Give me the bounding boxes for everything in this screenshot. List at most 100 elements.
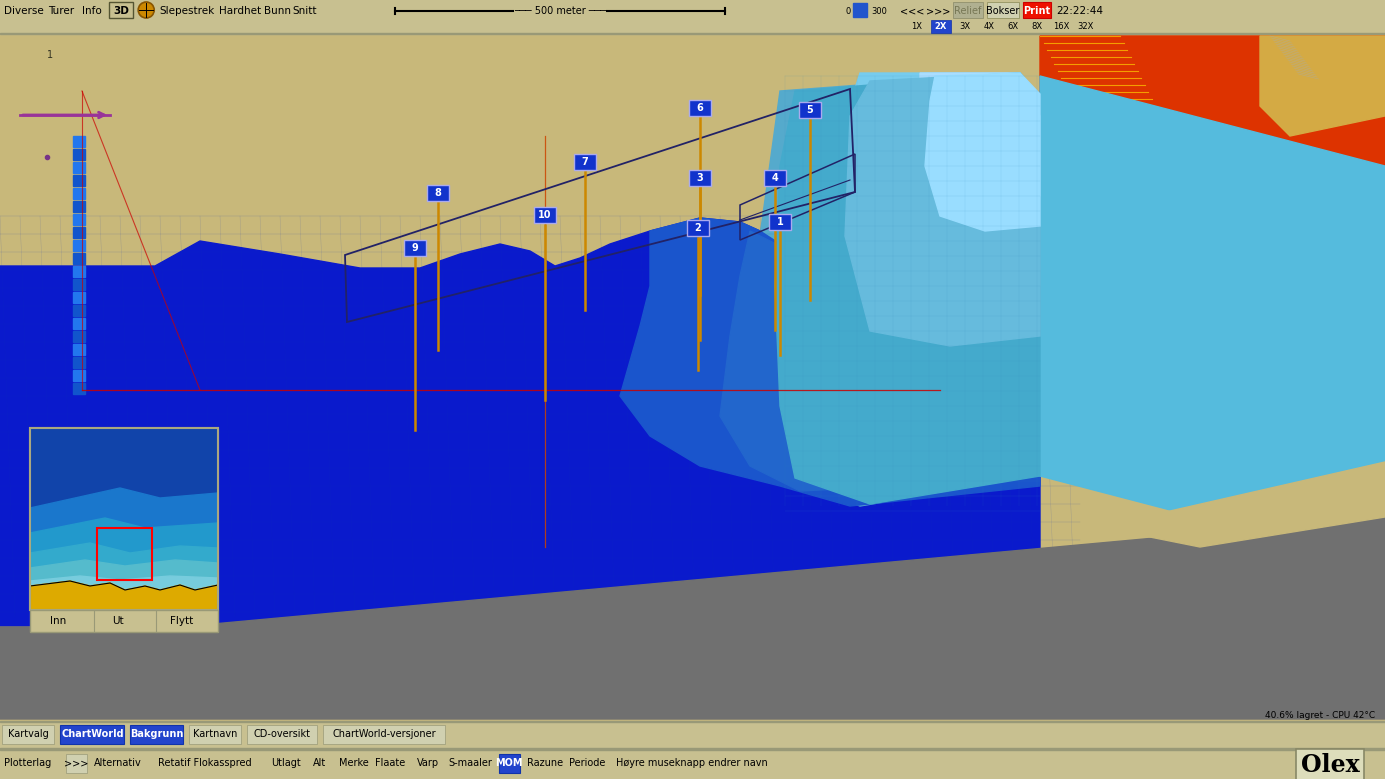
Text: Snitt: Snitt bbox=[292, 6, 317, 16]
Text: 0: 0 bbox=[846, 6, 850, 16]
Text: 4X: 4X bbox=[983, 22, 994, 31]
Text: 22:22:44: 22:22:44 bbox=[1055, 6, 1102, 16]
Text: Ut: Ut bbox=[112, 616, 123, 626]
Bar bbox=[73, 279, 84, 290]
Text: 3D: 3D bbox=[114, 6, 129, 16]
Polygon shape bbox=[620, 218, 1040, 506]
Polygon shape bbox=[1260, 36, 1385, 136]
Text: ─── 500 meter ───: ─── 500 meter ─── bbox=[514, 6, 607, 16]
Bar bbox=[73, 292, 84, 303]
Bar bbox=[73, 266, 84, 277]
Circle shape bbox=[138, 2, 154, 18]
Bar bbox=[188, 725, 241, 744]
Text: 32X: 32X bbox=[1076, 22, 1093, 31]
Bar bbox=[765, 170, 787, 186]
Polygon shape bbox=[845, 73, 1040, 346]
Text: Merke: Merke bbox=[338, 758, 368, 768]
Text: 1X: 1X bbox=[911, 22, 922, 31]
Text: Alternativ: Alternativ bbox=[94, 758, 141, 768]
Bar bbox=[73, 227, 84, 238]
Bar bbox=[73, 240, 84, 251]
Text: Retatif Flokasspred: Retatif Flokasspred bbox=[158, 758, 251, 768]
Text: ChartWorld: ChartWorld bbox=[61, 729, 123, 739]
Text: Diverse: Diverse bbox=[4, 6, 44, 16]
Bar bbox=[130, 725, 183, 744]
Text: Olex: Olex bbox=[1301, 753, 1359, 777]
Bar bbox=[73, 175, 84, 186]
Bar bbox=[73, 188, 84, 199]
Text: Utlagt: Utlagt bbox=[271, 758, 301, 768]
Polygon shape bbox=[925, 73, 1040, 231]
Bar bbox=[404, 240, 427, 256]
Bar bbox=[953, 2, 983, 18]
Bar bbox=[0, 36, 1385, 627]
Text: 6X: 6X bbox=[1007, 22, 1018, 31]
Text: 6: 6 bbox=[697, 103, 704, 113]
Text: Slepestrek: Slepestrek bbox=[159, 6, 215, 16]
Polygon shape bbox=[30, 543, 217, 610]
Text: 10: 10 bbox=[539, 210, 551, 220]
Text: 2X: 2X bbox=[935, 22, 947, 31]
Text: CD-oversikt: CD-oversikt bbox=[253, 729, 310, 739]
Text: 16X: 16X bbox=[1053, 22, 1069, 31]
Bar bbox=[769, 214, 791, 230]
Bar bbox=[0, 749, 1385, 750]
Bar bbox=[0, 721, 1385, 749]
Polygon shape bbox=[1040, 76, 1385, 566]
Bar bbox=[73, 201, 84, 212]
Bar bbox=[73, 214, 84, 225]
Text: S-maaler: S-maaler bbox=[447, 758, 492, 768]
Text: Plotterlag: Plotterlag bbox=[4, 758, 51, 768]
Text: >>>: >>> bbox=[64, 758, 89, 768]
Polygon shape bbox=[720, 231, 1040, 491]
Bar bbox=[0, 33, 1385, 34]
Text: Razune: Razune bbox=[526, 758, 562, 768]
Polygon shape bbox=[30, 581, 217, 610]
Text: Kartnavn: Kartnavn bbox=[193, 729, 237, 739]
Text: Hardhet: Hardhet bbox=[219, 6, 262, 16]
Text: 1: 1 bbox=[777, 217, 784, 227]
Bar bbox=[66, 754, 86, 773]
Polygon shape bbox=[30, 518, 217, 610]
Bar bbox=[0, 0, 1385, 34]
Bar bbox=[30, 428, 217, 610]
Text: 300: 300 bbox=[871, 6, 886, 16]
Bar bbox=[0, 749, 1385, 779]
Bar bbox=[0, 721, 1385, 722]
Text: Inn: Inn bbox=[50, 616, 66, 626]
Text: 40.6% lagret - CPU 42°C: 40.6% lagret - CPU 42°C bbox=[1265, 710, 1375, 720]
Text: Info: Info bbox=[82, 6, 102, 16]
Polygon shape bbox=[776, 73, 1040, 504]
Bar bbox=[853, 3, 867, 17]
Bar bbox=[73, 370, 84, 381]
Text: Høyre museknapp endrer navn: Høyre museknapp endrer navn bbox=[616, 758, 767, 768]
Bar bbox=[0, 748, 1385, 749]
Polygon shape bbox=[0, 517, 1385, 719]
Text: 2: 2 bbox=[695, 223, 701, 233]
Bar bbox=[499, 754, 519, 773]
Text: Bokser: Bokser bbox=[986, 6, 1019, 16]
Bar bbox=[73, 149, 84, 160]
Bar bbox=[247, 725, 317, 744]
Bar bbox=[1024, 2, 1051, 18]
Bar bbox=[73, 331, 84, 342]
Bar bbox=[688, 170, 711, 186]
Text: 1: 1 bbox=[47, 50, 53, 60]
Text: >>>: >>> bbox=[927, 6, 950, 16]
Text: <<<: <<< bbox=[900, 6, 924, 16]
Polygon shape bbox=[1040, 36, 1385, 226]
Bar bbox=[799, 102, 821, 118]
Text: Bakgrunn: Bakgrunn bbox=[130, 729, 183, 739]
Polygon shape bbox=[920, 73, 1040, 196]
Polygon shape bbox=[30, 560, 217, 610]
Bar bbox=[73, 162, 84, 173]
Bar bbox=[688, 100, 711, 116]
Polygon shape bbox=[30, 488, 217, 610]
Text: 8X: 8X bbox=[1032, 22, 1043, 31]
Bar bbox=[535, 207, 555, 223]
Text: 7: 7 bbox=[582, 157, 589, 167]
Bar bbox=[73, 318, 84, 329]
Polygon shape bbox=[760, 73, 1040, 506]
Text: 3: 3 bbox=[697, 173, 704, 183]
Bar bbox=[30, 610, 217, 632]
